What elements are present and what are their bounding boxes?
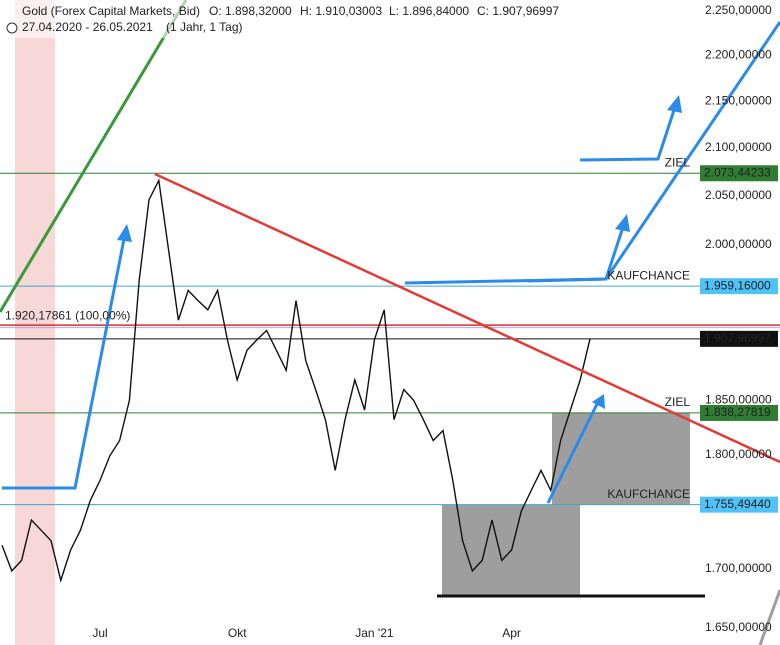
period: (1 Jahr, 1 Tag) [166,20,243,34]
y-tick-label: 2.250,00000 [705,3,772,17]
y-tick-label: 1.650,00000 [705,620,772,634]
y-tick-label: 2.050,00000 [705,188,772,202]
fib-label: 1.920,17861 (100,00%) [5,308,130,322]
y-tick-label: 2.150,00000 [705,93,772,107]
trend-line [154,172,780,464]
y-tick-label: 2.100,00000 [705,140,772,154]
x-tick-label: Apr [502,626,521,640]
x-tick-label: Jan '21 [355,626,394,640]
x-tick-label: Okt [228,626,247,640]
y-tick-label: 1.850,00000 [705,392,772,406]
price-line [1,178,591,583]
price-box [700,496,778,513]
header-bg [0,0,260,38]
level-note: ZIEL [665,395,691,409]
y-tick-label: 2.200,00000 [705,47,772,61]
price-box [700,165,778,182]
x-tick-label: Jul [92,626,107,640]
level-note: KAUFCHANCE [607,268,690,282]
arrows [2,21,780,504]
price-box [700,278,778,295]
stat: H: 1.910,03003 [300,4,382,18]
trend-line [0,0,188,313]
range-box [552,413,690,505]
level-note: KAUFCHANCE [607,487,690,501]
stat: C: 1.907,96997 [477,4,559,18]
price-box-label: 1.907,96997 [704,331,771,345]
clock-icon [6,22,18,34]
stat: O: 1.898,32000 [209,4,292,18]
arrow-heads [117,95,682,409]
y-tick-label: 1.800,00000 [705,447,772,461]
price-box-label: 2.073,44233 [704,165,771,179]
price-box-label: 1.838,27819 [704,405,771,419]
price-box-label: 1.959,16000 [704,278,771,292]
chart-title: Gold (Forex Capital Markets, Bid) [22,4,200,18]
trend-line [758,589,780,645]
subtitle: 27.04.2020 - 26.05.2021 [22,20,153,34]
y-tick-label: 2.000,00000 [705,237,772,251]
level-note: ZIEL [665,155,691,169]
price-box-label: 1.755,49440 [704,497,771,511]
price-box [700,404,778,421]
highlight-region [15,0,55,645]
price-box [700,330,778,347]
y-tick-label: 1.700,00000 [705,561,772,575]
stat: L: 1.896,84000 [389,4,469,18]
